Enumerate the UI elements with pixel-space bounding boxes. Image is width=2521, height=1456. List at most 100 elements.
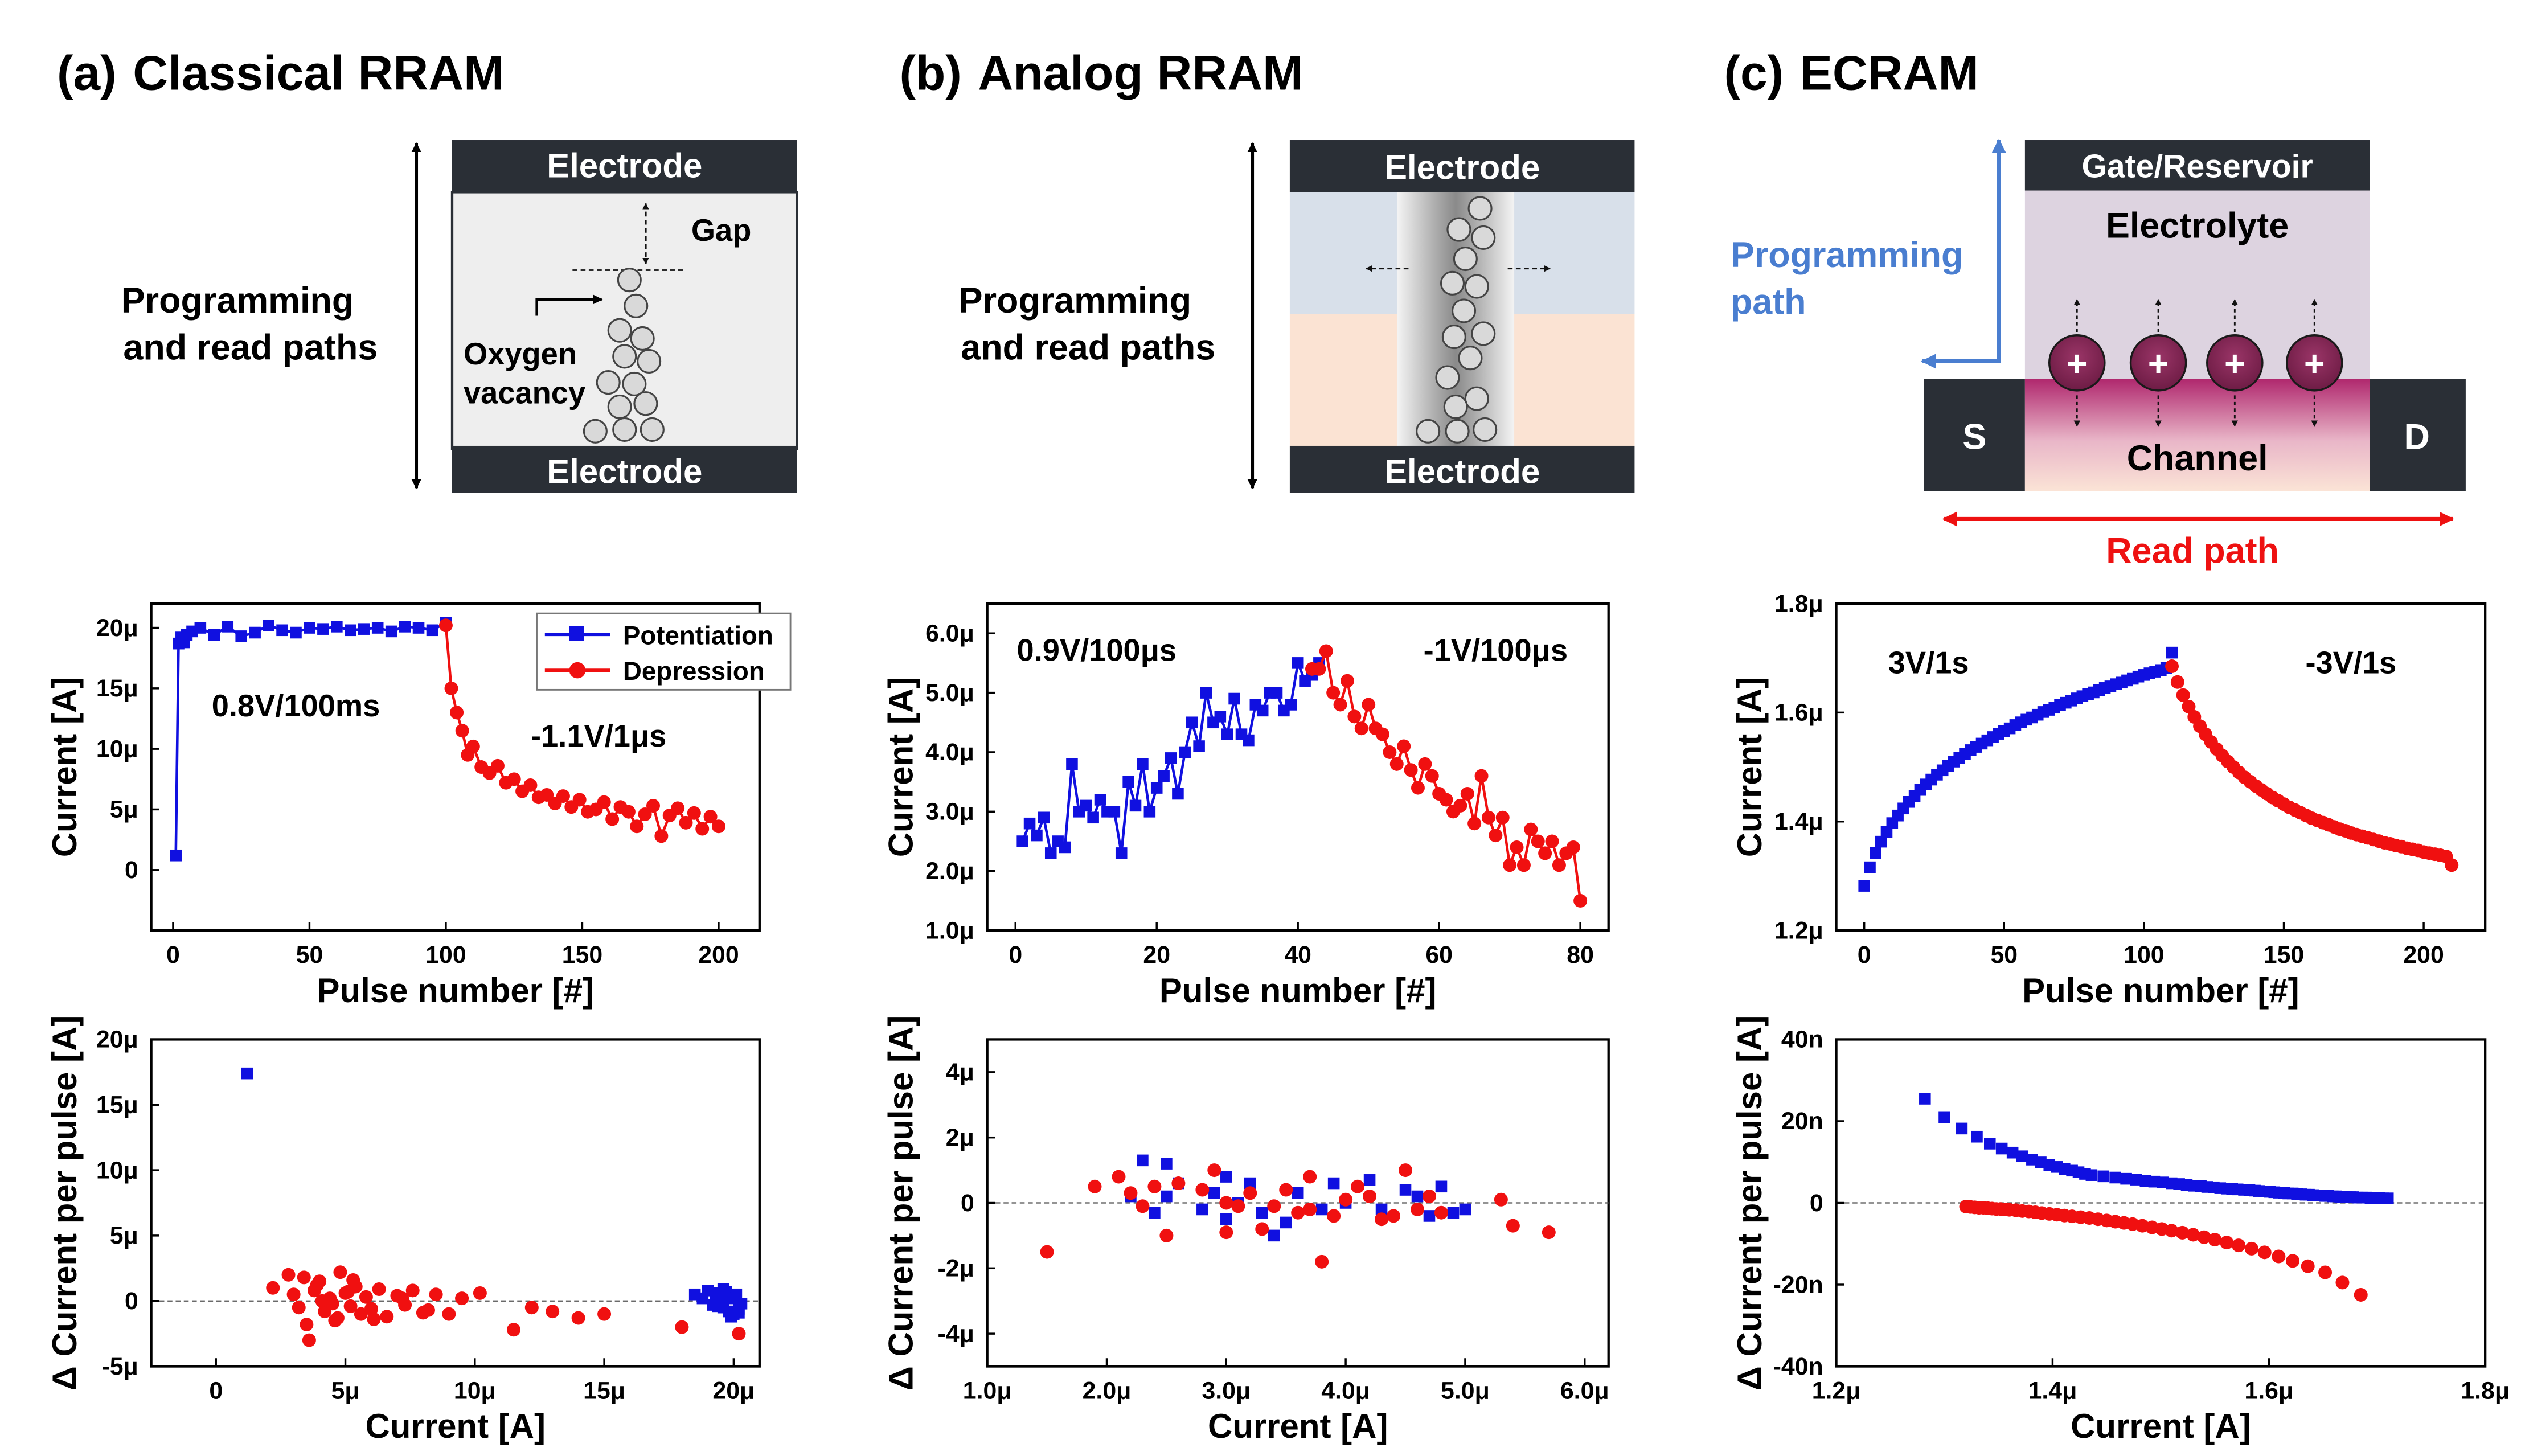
data-point [1870, 847, 1881, 859]
data-point [1040, 1245, 1054, 1259]
gate-reservoir [2024, 140, 2370, 191]
x-tick-label: 20 [1143, 941, 1170, 969]
data-point [1108, 806, 1121, 818]
data-point [1875, 835, 1887, 848]
y-tick-label: 10μ [96, 1156, 138, 1184]
oxygen-vacancy [1443, 394, 1468, 419]
ion-1: + [2048, 298, 2106, 427]
oxygen-vacancy [1464, 386, 1489, 411]
data-point [1566, 840, 1580, 854]
oxygen-vacancy [607, 394, 632, 419]
data-point [297, 1270, 311, 1285]
oxygen-vacancy [624, 293, 649, 318]
data-point [466, 739, 480, 753]
x-tick-label: 1.6μ [2244, 1377, 2293, 1405]
data-point [473, 1286, 487, 1300]
data-point [571, 1311, 585, 1325]
gap-label: Gap [691, 214, 752, 248]
data-point [1208, 1187, 1220, 1199]
vacancy-arrow-icon [535, 294, 603, 316]
data-point [1220, 1171, 1232, 1183]
channel-layer [2024, 379, 2370, 491]
data-point [1087, 811, 1099, 824]
panel-title: ECRAM [1800, 46, 1979, 100]
data-point [1292, 1187, 1304, 1199]
data-point [2381, 1192, 2394, 1204]
data-point [1375, 1212, 1389, 1227]
y-tick-label: 0 [125, 856, 138, 884]
data-point [1279, 1183, 1293, 1197]
data-point [405, 1283, 420, 1298]
data-point [1573, 893, 1588, 908]
data-point [1200, 687, 1212, 699]
data-point [304, 622, 315, 634]
data-point [317, 623, 329, 635]
data-point [1136, 1199, 1150, 1213]
data-point [597, 795, 611, 809]
data-point [1171, 1176, 1186, 1191]
x-axis-label: Current [A] [1208, 1407, 1388, 1445]
data-point [1971, 1130, 1983, 1143]
panel-title: Classical RRAM [133, 46, 504, 100]
data-point [1494, 1192, 1508, 1207]
y-tick-label: 15μ [96, 675, 138, 702]
oxygen-vacancy [1451, 298, 1477, 323]
svg-text:(a)Classical RRAM: (a) Classical RRAM [57, 46, 505, 100]
data-point [2272, 1249, 2286, 1264]
data-point [679, 815, 693, 830]
data-point [1243, 1186, 1257, 1200]
data-point [728, 1292, 740, 1305]
data-point [2208, 1233, 2222, 1247]
series-potentiation [1016, 657, 1325, 859]
ion-4: + [2286, 298, 2343, 427]
data-point [345, 624, 356, 637]
y-tick-label: 0 [125, 1287, 138, 1315]
data-point [2120, 1172, 2132, 1185]
y-tick-label: -20n [1773, 1271, 1823, 1298]
y-tick-label: -4μ [938, 1320, 974, 1347]
data-point [1538, 846, 1552, 860]
oxygen-vacancy [640, 417, 665, 442]
data-point [1516, 858, 1531, 872]
x-tick-label: 2.0μ [1083, 1377, 1132, 1405]
y-tick-label: 5.0μ [925, 679, 974, 707]
data-point [1375, 727, 1389, 741]
data-point [654, 829, 669, 843]
data-point [1315, 1203, 1328, 1216]
data-point [325, 1297, 339, 1311]
oxygen-vacancy [1473, 417, 1498, 442]
data-point [380, 1310, 394, 1324]
data-point [249, 626, 261, 639]
data-point [235, 630, 247, 642]
y-tick-label: 40n [1781, 1026, 1823, 1053]
vacancy-label: vacancy [464, 376, 585, 411]
data-point [2165, 1224, 2179, 1238]
y-tick-label: 0 [1810, 1190, 1823, 1217]
data-point [2197, 1230, 2211, 1244]
data-point [2220, 1236, 2234, 1250]
data-point [2286, 1254, 2300, 1268]
data-point [556, 789, 570, 803]
oxygen-vacancy [607, 318, 632, 343]
data-point [1524, 822, 1538, 836]
data-point [1425, 769, 1439, 783]
data-point [1195, 1183, 1210, 1197]
data-point [2166, 646, 2178, 659]
y-tick-label: -5μ [101, 1353, 138, 1380]
data-point [1124, 1186, 1138, 1200]
data-point [1481, 810, 1495, 825]
series-depression [2165, 659, 2459, 872]
x-tick-label: 1.4μ [2028, 1377, 2077, 1405]
panel-letter: (b) [899, 46, 961, 100]
electrode-label-bottom: Electrode [547, 453, 702, 491]
data-point [1207, 1163, 1221, 1178]
top-electrode [452, 140, 797, 192]
data-point [675, 1320, 689, 1334]
data-point [1467, 817, 1482, 831]
y-tick-label: 4μ [946, 1059, 974, 1086]
data-point [1545, 834, 1559, 848]
data-point [421, 1303, 435, 1317]
bottom-electrode [452, 445, 797, 493]
data-point [1995, 1142, 2008, 1155]
oxygen-vacancy [1467, 196, 1493, 221]
